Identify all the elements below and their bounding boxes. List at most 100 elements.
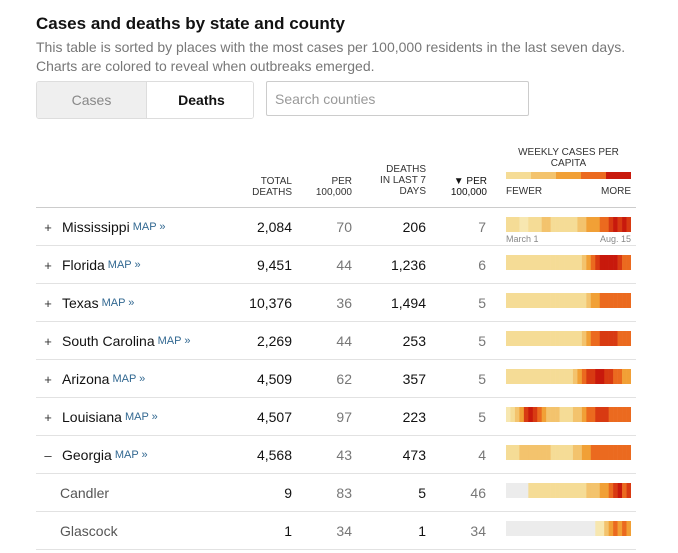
week-cell [586,255,592,270]
week-cell [564,445,569,460]
state-row[interactable]: + Texas MAP » 10,376 36 1,494 5 [36,284,636,322]
state-row[interactable]: + South Carolina MAP » 2,269 44 253 5 [36,322,636,360]
expand-icon[interactable]: + [44,409,52,425]
week-cell [572,445,578,460]
week-cell [577,483,583,498]
search-counties-input[interactable] [266,81,529,116]
week-cell [559,217,565,232]
legend-fewer-label: FEWER [506,186,543,197]
week-cell [564,293,569,308]
expand-icon[interactable]: + [44,257,52,273]
week-cell [528,255,534,270]
week-cell [568,331,574,346]
week-cell [608,217,614,232]
week-cell [577,293,583,308]
state-row[interactable]: + Florida MAP » 9,451 44 1,236 6 [36,246,636,284]
map-link[interactable]: MAP » [124,411,158,423]
map-link[interactable]: MAP » [112,373,146,385]
map-link[interactable]: MAP » [157,335,191,347]
week-cell [622,331,627,346]
week-cell [568,217,574,232]
week-cell [506,407,511,422]
week-cell [523,445,529,460]
week-cell [626,521,631,536]
week-cell [506,217,511,232]
expand-icon[interactable]: + [44,219,52,235]
week-cell [626,369,631,384]
expand-icon[interactable]: + [44,371,52,387]
deaths-7d-cell: 1,236 [390,257,426,273]
week-cell [572,407,578,422]
map-link[interactable]: MAP » [132,221,166,233]
week-cell [586,331,592,346]
legend-swatch-3 [581,172,606,179]
state-row[interactable]: + Mississippi MAP » 2,084 70 206 7 March 1 Aug. … [36,208,636,246]
week-cell [622,217,627,232]
week-cell [559,483,565,498]
header-per-100k-label: PER 100,000 [315,176,352,198]
week-cell [510,293,516,308]
place-name: Florida [62,257,105,273]
week-cell [595,483,601,498]
week-cell [577,521,583,536]
week-cell [626,331,631,346]
page-subtitle: This table is sorted by places with the … [36,39,626,74]
week-cell [617,445,623,460]
state-row[interactable]: + Louisiana MAP » 4,507 97 223 5 [36,398,636,436]
week-cell [537,217,543,232]
week-cell [559,445,565,460]
week-cell [604,521,609,536]
state-row[interactable]: + Arizona MAP » 4,509 62 357 5 [36,360,636,398]
week-cell [519,217,525,232]
total-deaths-cell: 2,269 [256,333,292,349]
week-cell [595,521,601,536]
header-per-100k-7d[interactable]: ▼ PER 100,000 [436,176,487,198]
week-cell [608,407,614,422]
week-cell [568,293,574,308]
cases-tab[interactable]: Cases [37,82,146,118]
map-link[interactable]: MAP » [101,297,135,309]
week-cell [537,483,543,498]
week-cell [510,521,516,536]
week-cell [537,521,543,536]
row-divider [36,473,636,474]
week-cell [550,217,556,232]
week-cell [613,407,618,422]
week-cell [514,331,520,346]
per-100k-cell: 62 [336,371,352,387]
collapse-icon[interactable]: – [44,447,52,463]
state-row[interactable]: – Georgia MAP » 4,568 43 473 4 [36,436,636,474]
week-cell [599,369,605,384]
week-cell [506,255,511,270]
place-name: South Carolina [62,333,155,349]
map-link[interactable]: MAP » [107,259,141,271]
week-cell [613,255,618,270]
place-name: Georgia [62,447,112,463]
week-cell [519,483,525,498]
header-per-100k: PER 100,000 [298,176,352,198]
week-cell [541,331,547,346]
week-cell [604,217,609,232]
week-cell [568,445,574,460]
row-divider [36,397,636,398]
week-cell [622,255,627,270]
week-cell [532,255,538,270]
per-100k-7d-cell: 5 [478,371,486,387]
expand-icon[interactable]: + [44,333,52,349]
map-link[interactable]: MAP » [114,449,148,461]
row-divider [36,245,636,246]
county-row: Glascock 1 34 1 34 [36,512,636,550]
week-cell [568,521,574,536]
week-cell [510,255,516,270]
weekly-cases-header: WEEKLY CASES PER CAPITA [518,147,619,169]
week-cell [546,445,551,460]
per-100k-cell: 70 [336,219,352,235]
week-cell [626,255,631,270]
per-100k-7d-cell: 7 [478,219,486,235]
week-cell [528,483,534,498]
week-cell [555,445,560,460]
week-cell [528,331,534,346]
expand-icon[interactable]: + [44,295,52,311]
deaths-tab[interactable]: Deaths [146,82,253,118]
week-cell [532,483,538,498]
